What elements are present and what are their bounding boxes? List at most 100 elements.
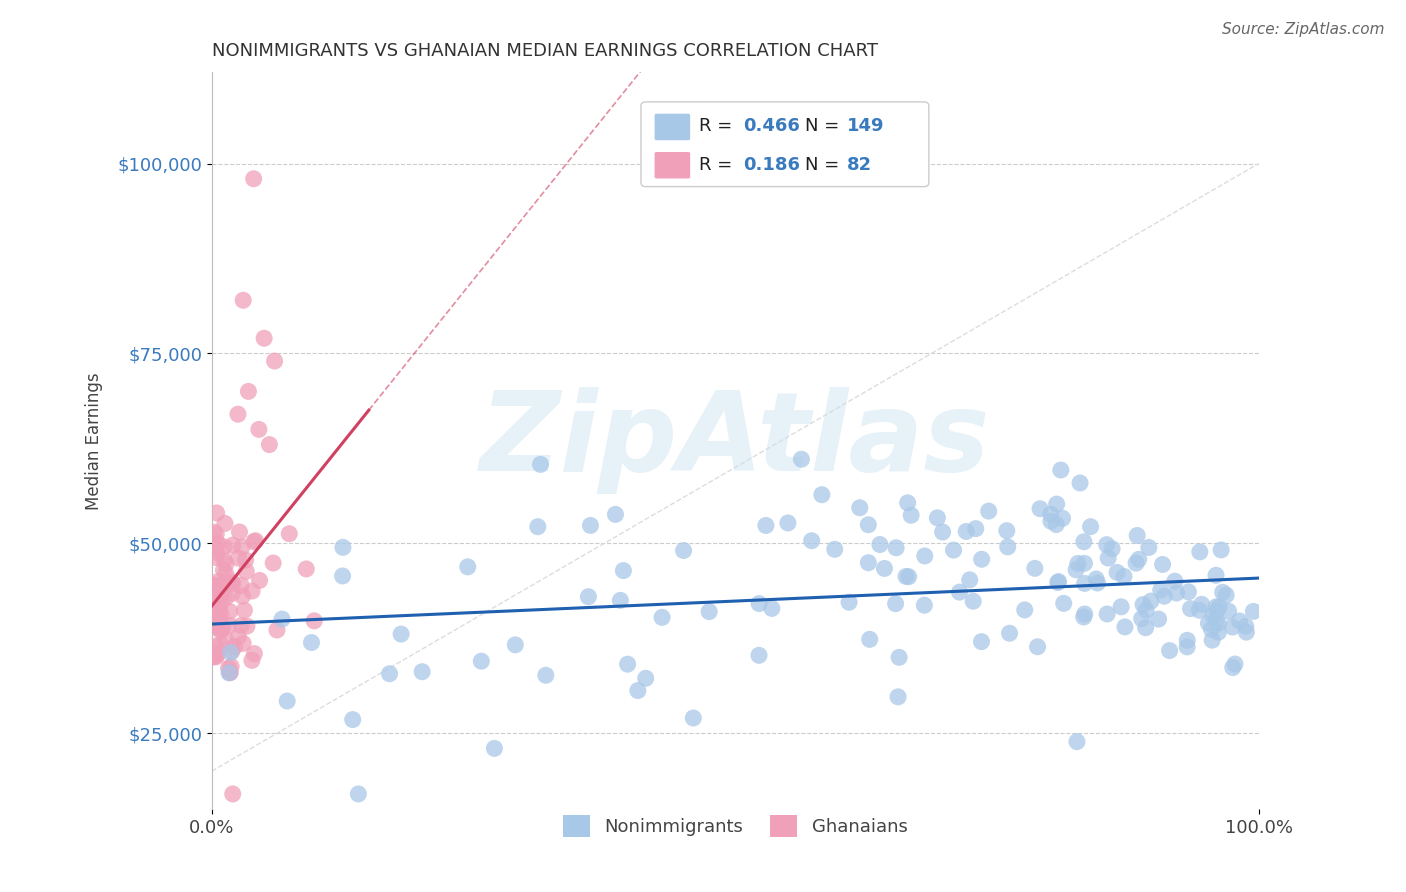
Point <box>962 594 984 608</box>
Point <box>1045 517 1067 532</box>
Point <box>884 541 907 555</box>
Point <box>1147 612 1170 626</box>
Text: R =: R = <box>699 117 738 136</box>
Point <box>1150 582 1173 597</box>
Point <box>1128 552 1150 566</box>
Point <box>859 632 882 647</box>
Point <box>247 422 270 436</box>
Point <box>1073 534 1095 549</box>
Point <box>205 649 228 664</box>
Point <box>205 506 228 520</box>
Point <box>1085 572 1108 586</box>
Point <box>211 586 233 600</box>
Point <box>1211 543 1233 558</box>
Text: Source: ZipAtlas.com: Source: ZipAtlas.com <box>1222 22 1385 37</box>
Point <box>205 619 228 633</box>
Point <box>224 640 246 654</box>
Point <box>204 541 226 556</box>
Legend: Nonimmigrants, Ghanaians: Nonimmigrants, Ghanaians <box>555 808 915 845</box>
Point <box>201 650 224 665</box>
Point <box>228 551 250 566</box>
Point <box>215 591 238 605</box>
Point <box>214 516 236 531</box>
Point <box>232 636 254 650</box>
Point <box>1205 614 1227 628</box>
Point <box>276 694 298 708</box>
Point <box>235 565 257 579</box>
Point <box>1223 657 1246 671</box>
Point <box>212 540 235 554</box>
Point <box>222 538 245 552</box>
Point <box>301 635 323 649</box>
Point <box>221 586 243 600</box>
Point <box>914 549 936 563</box>
Point <box>1205 604 1227 618</box>
Point <box>219 646 242 660</box>
Point <box>1166 586 1188 600</box>
Point <box>1197 616 1219 631</box>
Point <box>900 508 922 523</box>
Point <box>755 518 778 533</box>
Point <box>977 504 1000 518</box>
Point <box>1159 643 1181 657</box>
Point <box>1234 625 1257 640</box>
Point <box>222 787 245 801</box>
Point <box>222 576 245 591</box>
Point <box>1153 589 1175 603</box>
Point <box>1180 601 1202 615</box>
Point <box>1080 519 1102 533</box>
Point <box>209 624 232 638</box>
Point <box>1188 603 1211 617</box>
Point <box>212 553 235 567</box>
Point <box>243 647 266 661</box>
Point <box>228 524 250 539</box>
Text: 0.466: 0.466 <box>744 117 800 136</box>
Point <box>1039 507 1062 521</box>
FancyBboxPatch shape <box>655 152 690 178</box>
Point <box>995 524 1018 538</box>
Point <box>1222 620 1244 634</box>
Point <box>204 647 226 661</box>
Point <box>672 543 695 558</box>
Point <box>209 596 232 610</box>
Point <box>1202 608 1225 623</box>
Point <box>1024 561 1046 575</box>
Point <box>1205 568 1227 582</box>
Point <box>457 559 479 574</box>
Point <box>215 566 238 581</box>
Point <box>332 569 354 583</box>
Point <box>209 607 232 621</box>
Point <box>776 516 799 530</box>
Point <box>1152 558 1174 572</box>
Point <box>201 577 224 591</box>
Text: ZipAtlas: ZipAtlas <box>479 387 990 494</box>
Point <box>970 552 993 566</box>
Point <box>1164 574 1187 589</box>
Point <box>204 640 226 654</box>
Point <box>259 437 281 451</box>
Point <box>1095 538 1118 552</box>
Point <box>219 665 242 680</box>
FancyBboxPatch shape <box>655 113 690 140</box>
Point <box>205 550 228 565</box>
Point <box>748 597 770 611</box>
Point <box>1125 556 1147 570</box>
Point <box>1107 566 1129 580</box>
Point <box>627 683 650 698</box>
Point <box>242 171 264 186</box>
Point <box>1097 551 1119 566</box>
Point <box>332 541 354 555</box>
Point <box>240 653 263 667</box>
Point <box>824 542 846 557</box>
Point <box>894 569 917 583</box>
Point <box>266 623 288 637</box>
Point <box>1052 511 1074 525</box>
Point <box>1140 594 1163 608</box>
Point <box>579 518 602 533</box>
Point <box>682 711 704 725</box>
Point <box>942 543 965 558</box>
Point <box>1014 603 1036 617</box>
Point <box>1026 640 1049 654</box>
Point <box>1201 633 1223 648</box>
Point <box>884 597 907 611</box>
